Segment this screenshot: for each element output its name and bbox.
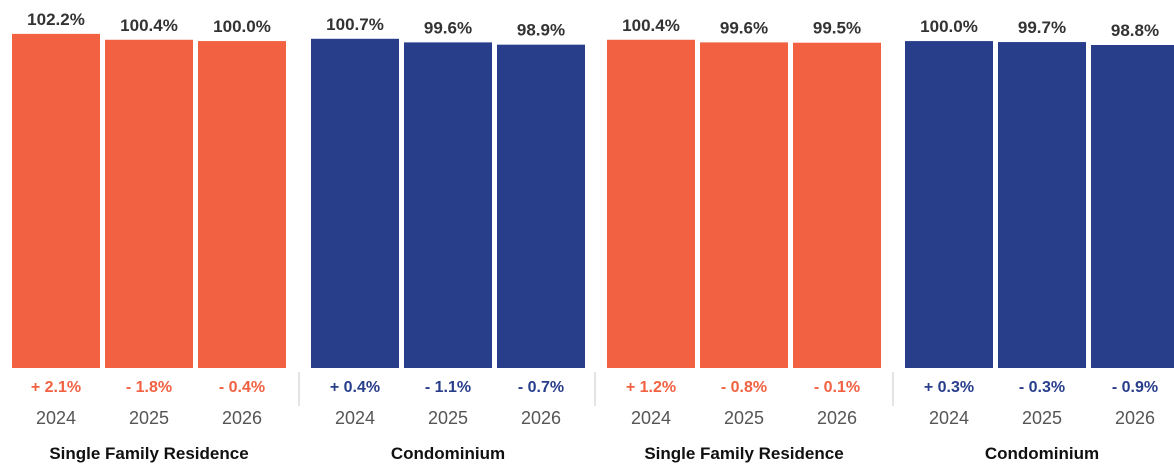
group-label: Single Family Residence (49, 444, 248, 463)
change-label: + 2.1% (31, 379, 81, 396)
bar-value-label: 99.5% (813, 19, 861, 38)
year-tick-label: 2024 (631, 408, 671, 428)
year-tick-label: 2026 (521, 408, 561, 428)
year-tick-label: 2026 (1115, 408, 1155, 428)
bar-value-label: 99.6% (424, 18, 472, 37)
change-label: - 0.4% (219, 379, 265, 396)
year-tick-label: 2024 (36, 408, 76, 428)
bar-g4-2024 (905, 41, 993, 368)
year-tick-label: 2025 (129, 408, 169, 428)
bar-value-label: 100.4% (622, 16, 680, 35)
change-label: - 0.1% (814, 379, 860, 396)
bar-g3-2025 (700, 42, 788, 369)
group-label: Condominium (391, 444, 505, 463)
change-label: + 0.4% (330, 379, 380, 396)
change-label: - 1.1% (425, 379, 471, 396)
bar-g3-2024 (607, 39, 695, 369)
change-label: - 0.3% (1019, 379, 1065, 396)
change-label: + 1.2% (626, 379, 676, 396)
year-tick-label: 2025 (428, 408, 468, 428)
change-label: - 1.8% (126, 379, 172, 396)
bar-g1-2026 (198, 41, 286, 368)
bar-g1-2024 (12, 33, 100, 369)
bar-g4-2025 (998, 42, 1086, 369)
bar-g2-2026 (497, 44, 585, 369)
year-tick-label: 2024 (929, 408, 969, 428)
bar-g1-2025 (105, 39, 193, 369)
bar-value-label: 100.0% (213, 17, 271, 36)
bar-value-label: 100.4% (120, 16, 178, 35)
bar-value-label: 102.2% (27, 10, 85, 29)
bar-g2-2025 (404, 42, 492, 369)
year-tick-label: 2024 (335, 408, 375, 428)
year-tick-label: 2025 (1022, 408, 1062, 428)
bar-g4-2026 (1091, 45, 1174, 368)
bar-value-label: 98.8% (1111, 21, 1159, 40)
change-label: - 0.7% (518, 379, 564, 396)
year-tick-label: 2026 (222, 408, 262, 428)
bar-value-label: 98.9% (517, 21, 565, 40)
change-label: - 0.9% (1112, 379, 1158, 396)
bar-g2-2024 (311, 38, 399, 369)
bar-value-label: 100.0% (920, 17, 978, 36)
group-label: Condominium (985, 444, 1099, 463)
bar-value-label: 99.7% (1018, 18, 1066, 37)
group-label: Single Family Residence (644, 444, 843, 463)
year-tick-label: 2026 (817, 408, 857, 428)
bar-value-label: 100.7% (326, 15, 384, 34)
change-label: + 0.3% (924, 379, 974, 396)
bar-value-label: 99.6% (720, 18, 768, 37)
change-label: - 0.8% (721, 379, 767, 396)
bar-g3-2026 (793, 42, 881, 368)
year-tick-label: 2025 (724, 408, 764, 428)
